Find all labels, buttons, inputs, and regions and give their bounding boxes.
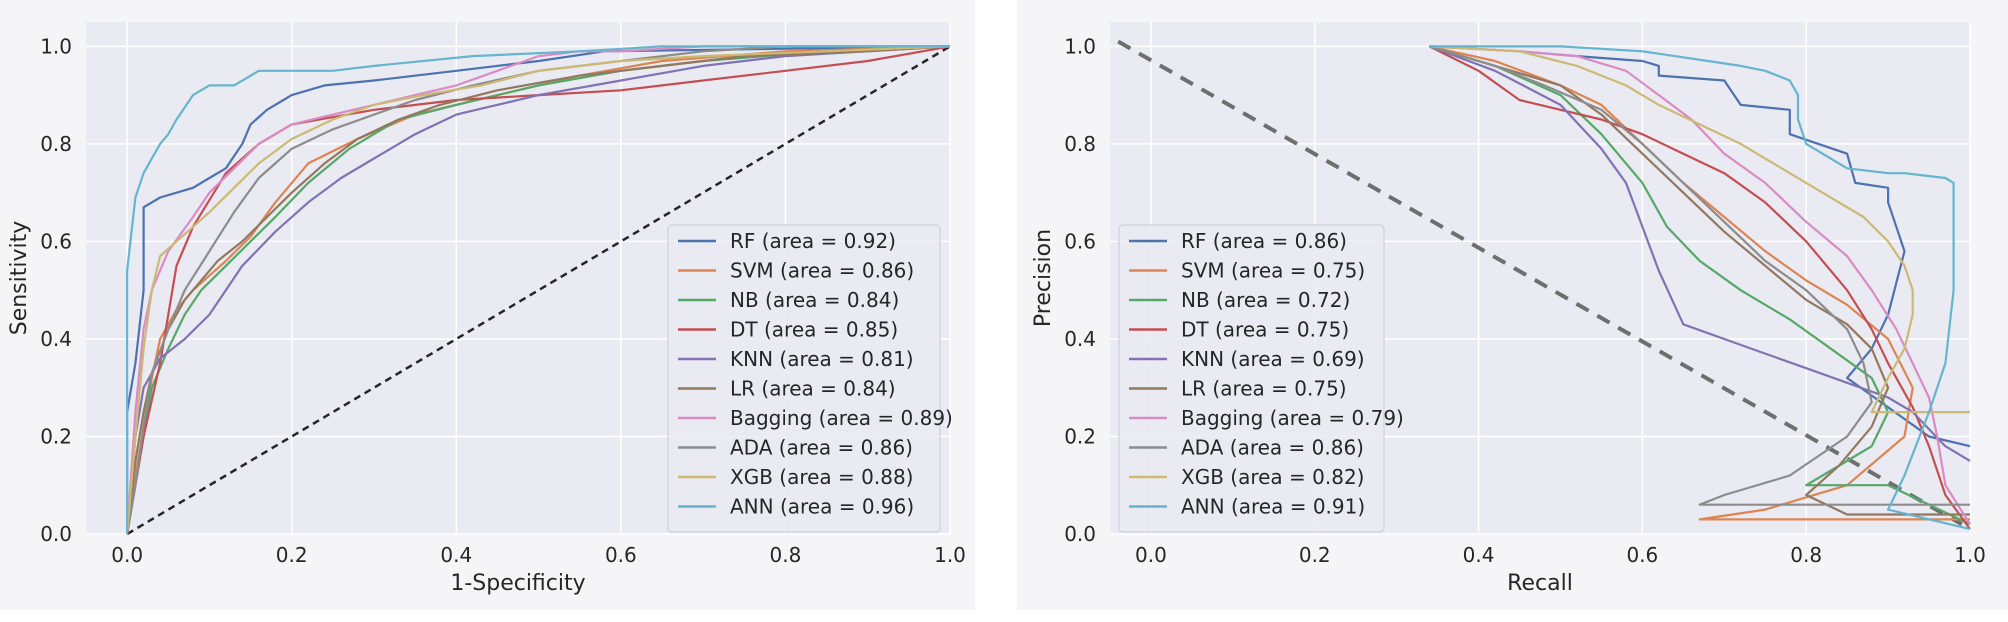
roc-series: [126, 45, 951, 535]
roc-series-line-rf: [126, 45, 951, 534]
pr-legend-entry: NB (area = 0.72): [1181, 288, 1350, 312]
roc-series-line-bagging: [126, 45, 950, 535]
roc-y-tick-label: 0.6: [40, 229, 72, 253]
pr-y-tick-label: 0.2: [1064, 424, 1096, 448]
roc-legend-entry: ADA (area = 0.86): [730, 436, 913, 460]
roc-x-tick-label: 0.0: [111, 543, 143, 567]
pr-legend-entry: XGB (area = 0.82): [1181, 465, 1365, 489]
roc-legend-entry: ANN (area = 0.96): [730, 495, 914, 519]
pr-y-ticks: 0.0 0.2 0.4 0.6 0.8 1.0: [1064, 34, 1096, 546]
pr-series-line-svm: [1429, 45, 1970, 521]
roc-x-tick-label: 0.6: [605, 543, 637, 567]
roc-reference-diagonal: [126, 45, 951, 536]
pr-y-tick-label: 0.8: [1064, 132, 1096, 156]
roc-reference-line: [126, 45, 951, 536]
roc-y-tick-label: 0.8: [40, 132, 72, 156]
pr-y-axis-label: Precision: [1031, 229, 1056, 327]
roc-y-tick-label: 0.4: [40, 327, 72, 351]
pr-x-tick-label: 1.0: [1954, 543, 1986, 567]
pr-series: [1428, 45, 1971, 531]
precision-recall-chart: 0.0 0.2 0.4 0.6 0.8 1.0 0.0 0.2 0.4 0.6 0.8 1.0 Re…: [1031, 22, 1986, 596]
roc-series-line-ann: [126, 45, 950, 534]
roc-legend-entry: XGB (area = 0.88): [730, 465, 914, 489]
pr-legend-entry: DT (area = 0.75): [1181, 318, 1349, 342]
roc-legend-entry: DT (area = 0.85): [730, 318, 898, 342]
pr-legend-entry: SVM (area = 0.75): [1181, 259, 1365, 283]
roc-y-tick-label: 0.0: [40, 522, 72, 546]
pr-series-line-rf: [1429, 45, 1971, 448]
pr-series-line-nb: [1429, 45, 1971, 526]
roc-y-tick-label: 0.2: [40, 424, 72, 448]
pr-reference-line: [1117, 39, 1963, 526]
pr-y-tick-label: 0.4: [1064, 327, 1096, 351]
pr-series-line-xgb: [1429, 45, 1970, 414]
pr-y-tick-label: 0.0: [1064, 522, 1096, 546]
pr-series-line-dt: [1428, 45, 1971, 530]
pr-series-line-ann: [1429, 45, 1971, 531]
roc-x-tick-label: 0.4: [440, 543, 472, 567]
roc-y-tick-label: 1.0: [40, 34, 72, 58]
roc-x-axis-label: 1-Specificity: [450, 571, 585, 596]
roc-series-line-xgb: [126, 45, 951, 535]
pr-x-tick-label: 0.4: [1463, 543, 1495, 567]
pr-y-tick-label: 1.0: [1064, 34, 1096, 58]
pr-legend-entry: ADA (area = 0.86): [1181, 436, 1364, 460]
pr-x-ticks: 0.0 0.2 0.4 0.6 0.8 1.0: [1135, 543, 1986, 567]
pr-legend-entry: LR (area = 0.75): [1181, 377, 1347, 401]
roc-legend-entry: Bagging (area = 0.89): [730, 406, 953, 430]
roc-chart: 0.0 0.2 0.4 0.6 0.8 1.0 0.0 0.2 0.4 0.6 0.8 1.0 1-…: [7, 22, 966, 596]
pr-x-tick-label: 0.2: [1299, 543, 1331, 567]
roc-legend-box: [667, 224, 941, 533]
pr-x-tick-label: 0.8: [1790, 543, 1822, 567]
roc-y-axis-label: Sensitivity: [7, 221, 32, 336]
roc-legend-entry: NB (area = 0.84): [730, 288, 899, 312]
pr-legend-entry: RF (area = 0.86): [1181, 229, 1347, 253]
roc-legend-entry: SVM (area = 0.86): [730, 259, 914, 283]
roc-y-ticks: 0.0 0.2 0.4 0.6 0.8 1.0: [40, 34, 72, 546]
pr-legend-box: [1118, 224, 1385, 533]
pr-series-line-ada: [1429, 45, 1970, 506]
roc-x-tick-label: 1.0: [934, 543, 966, 567]
pr-series-line-bagging: [1429, 45, 1971, 525]
pr-reference-line: [1117, 39, 1963, 526]
pr-y-tick-label: 0.6: [1064, 229, 1096, 253]
roc-legend: RF (area = 0.92) SVM (area = 0.86) NB (are…: [667, 224, 953, 533]
roc-x-tick-label: 0.2: [276, 543, 308, 567]
pr-series-line-knn: [1429, 45, 1971, 462]
pr-x-tick-label: 0.6: [1626, 543, 1658, 567]
roc-x-ticks: 0.0 0.2 0.4 0.6 0.8 1.0: [111, 543, 966, 567]
roc-x-tick-label: 0.8: [770, 543, 802, 567]
pr-legend-entry: Bagging (area = 0.79): [1181, 406, 1404, 430]
pr-legend-entry: ANN (area = 0.91): [1181, 495, 1365, 519]
pr-legend: RF (area = 0.86) SVM (area = 0.75) NB (are…: [1118, 224, 1404, 533]
roc-legend-entry: KNN (area = 0.81): [730, 347, 914, 371]
roc-series-line-knn: [126, 45, 951, 535]
pr-x-tick-label: 0.0: [1135, 543, 1167, 567]
pr-legend-entry: KNN (area = 0.69): [1181, 347, 1365, 371]
pr-x-axis-label: Recall: [1507, 571, 1573, 596]
roc-legend-entry: RF (area = 0.92): [730, 229, 896, 253]
roc-legend-entry: LR (area = 0.84): [730, 377, 896, 401]
